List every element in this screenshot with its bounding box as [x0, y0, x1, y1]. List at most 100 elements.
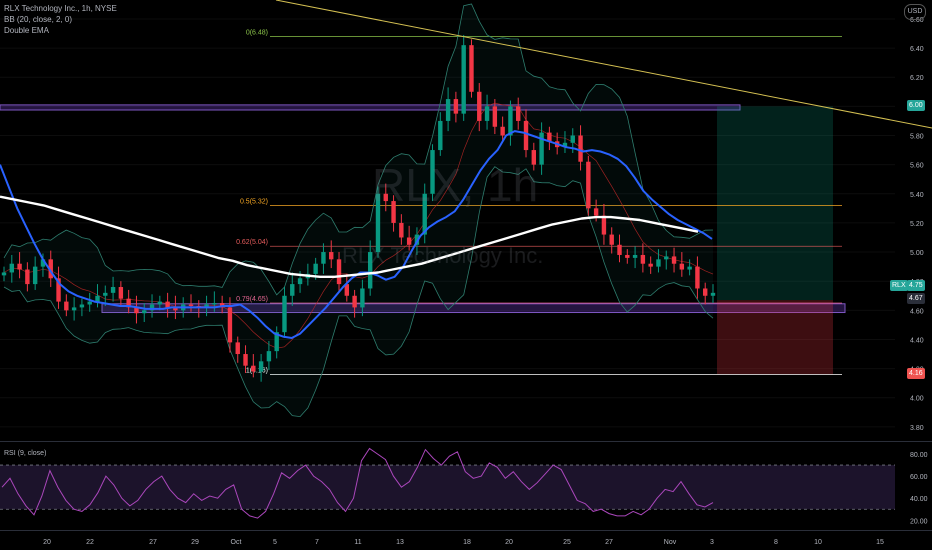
candle-body — [274, 332, 279, 352]
candle-body — [547, 132, 552, 142]
fib-level-label: 0.79(4.65) — [236, 296, 268, 303]
candle-body — [360, 288, 365, 308]
bb-basis — [3, 102, 714, 349]
ema-layer — [0, 130, 713, 339]
rsi-tick-label: 60.00 — [910, 474, 928, 481]
candle-body — [142, 310, 147, 314]
price-tick-label: 6.20 — [910, 75, 924, 82]
candle-body — [430, 150, 435, 194]
time-tick-label: 15 — [876, 539, 884, 546]
candle-body — [609, 234, 614, 245]
time-tick-label: 25 — [563, 539, 571, 546]
price-tick-label: 5.20 — [910, 221, 924, 228]
position-stop-zone — [717, 300, 833, 375]
candle-body — [461, 45, 466, 114]
candle-body — [531, 150, 537, 165]
price-tick-label: 5.80 — [910, 133, 924, 140]
bb-indicator-label[interactable]: BB (20, close, 2, 0) — [4, 15, 73, 24]
time-tick-label: 10 — [814, 539, 822, 546]
candle-body — [391, 201, 396, 223]
time-tick-label: 8 — [774, 539, 778, 546]
candle-body — [375, 193, 381, 253]
symbol-price-tag: RLX — [890, 280, 908, 292]
zone-layer — [0, 104, 846, 375]
time-tick-label: 11 — [354, 539, 361, 546]
candle-body — [40, 259, 46, 267]
candle-body — [352, 295, 357, 308]
rsi-tick-label: 20.00 — [910, 518, 928, 525]
trendline-layer — [275, 0, 932, 129]
candle-body — [539, 132, 544, 165]
time-tick-label: Nov — [664, 539, 677, 546]
candle-body — [562, 142, 568, 148]
currency-badge[interactable]: USD — [904, 4, 926, 20]
candle-body — [679, 263, 685, 270]
time-tick-label: 13 — [396, 539, 404, 546]
price-tag: 6.00 — [907, 100, 925, 112]
candle-body — [25, 269, 30, 285]
fibonacci-layer: 0(6.48) 0.5(5.32) 0.62(5.04) 0.79(4.65) 1(4.… — [236, 29, 842, 375]
fib-level-label: 1(4.16) — [246, 367, 268, 374]
candle-body — [87, 301, 92, 305]
candle-body — [399, 222, 404, 238]
candle-body — [110, 287, 116, 293]
candle-body — [578, 135, 583, 162]
candle-body — [173, 307, 178, 311]
price-tick-label: 4.40 — [910, 337, 924, 344]
time-tick-label: 7 — [315, 539, 319, 546]
candle-body — [243, 354, 248, 366]
chart-legend: RLX Technology Inc., 1h, NYSE BB (20, cl… — [4, 3, 117, 36]
candle-body — [687, 266, 692, 270]
candle-body — [71, 307, 77, 311]
candle-body — [79, 304, 85, 308]
candle-body — [134, 307, 139, 314]
time-tick-label: 18 — [463, 539, 471, 546]
candle-body — [48, 259, 53, 279]
time-tick-label: 20 — [505, 539, 513, 546]
fib-level-label: 0(6.48) — [246, 29, 268, 36]
ema-indicator-label[interactable]: Double EMA — [4, 26, 49, 35]
candle-body — [477, 91, 482, 121]
candle-body — [414, 234, 420, 245]
candles-layer — [1, 34, 716, 382]
candle-body — [445, 99, 451, 121]
grid-layer — [0, 18, 895, 428]
axes-layer: 6.606.406.206.005.805.605.405.205.004.80… — [0, 17, 932, 546]
price-tick-label: 4.00 — [910, 396, 924, 403]
rsi-line — [1, 447, 714, 519]
price-tick-label: 3.80 — [910, 425, 924, 432]
fib-level-label: 0.62(5.04) — [236, 239, 268, 246]
candle-body — [321, 252, 326, 264]
time-tick-label: 22 — [86, 539, 94, 546]
symbol-title[interactable]: RLX Technology Inc., 1h, NYSE — [4, 4, 117, 13]
candle-body — [617, 244, 622, 255]
candle-body — [383, 193, 388, 202]
bollinger-bands-layer — [3, 3, 714, 418]
time-tick-label: Oct — [231, 539, 242, 546]
rsi-tick-label: 80.00 — [910, 452, 928, 459]
candle-body — [710, 292, 716, 296]
candle-body — [157, 301, 163, 305]
slow-ema-line — [0, 195, 699, 278]
candle-body — [9, 263, 14, 273]
candle-body — [593, 208, 599, 216]
candle-body — [500, 126, 505, 136]
candle-body — [516, 106, 521, 121]
candle-body — [56, 278, 61, 302]
candle-body — [266, 351, 272, 362]
descending-trendline — [275, 0, 932, 129]
candle-body — [1, 272, 7, 276]
candle-body — [235, 342, 240, 355]
support-zone — [101, 303, 846, 314]
candle-body — [313, 263, 318, 274]
price-tick-label: 6.60 — [910, 17, 924, 24]
candle-body — [344, 284, 350, 296]
candle-body — [118, 287, 124, 299]
rsi-tick-label: 40.00 — [910, 496, 928, 503]
candle-body — [664, 256, 669, 260]
candle-body — [227, 307, 233, 343]
candle-body — [367, 252, 373, 289]
candle-body — [64, 301, 69, 311]
candle-body — [484, 106, 490, 121]
